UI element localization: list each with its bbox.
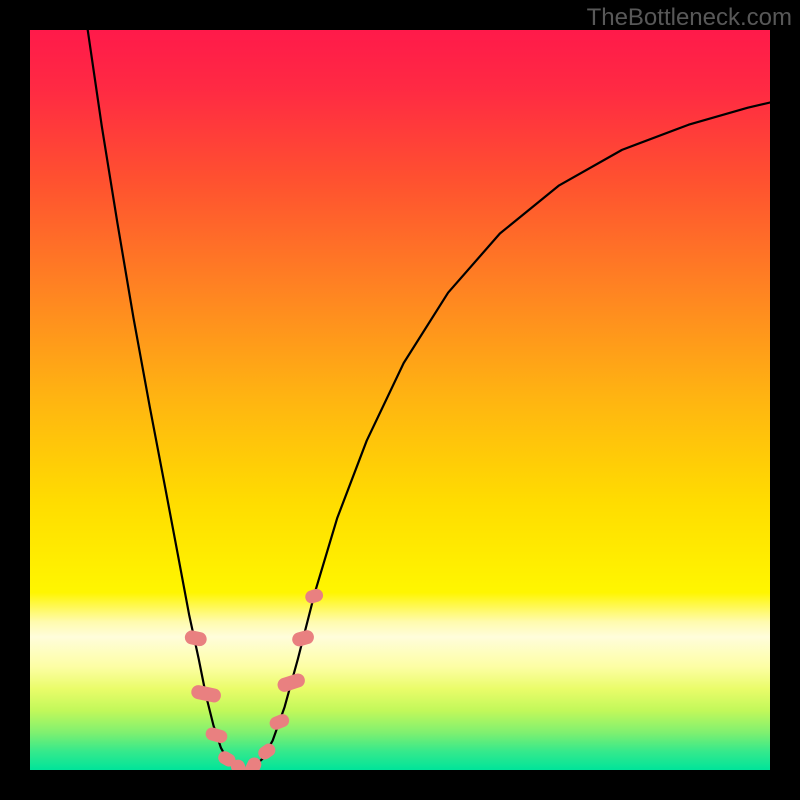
- watermark-text: TheBottleneck.com: [587, 4, 792, 32]
- chart-svg: [30, 30, 770, 770]
- gradient-background: [30, 30, 770, 770]
- chart-frame: TheBottleneck.com: [0, 0, 800, 800]
- plot-area: [30, 30, 770, 770]
